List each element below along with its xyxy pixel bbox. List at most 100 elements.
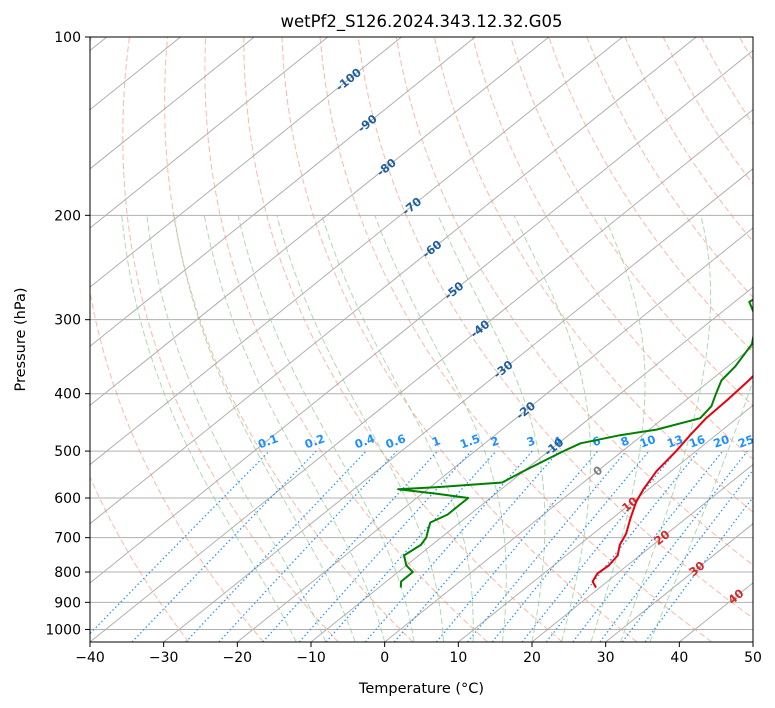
isotherm-label: -50 <box>441 279 466 303</box>
plot-frame <box>89 36 754 643</box>
mixing-ratio-line <box>467 450 627 642</box>
x-tick-label: 30 <box>597 650 615 666</box>
x-tick-label: −40 <box>75 650 105 666</box>
y-tick-label: 1000 <box>45 622 81 638</box>
isotherm-label: 30 <box>686 558 707 579</box>
mixing-ratio-line <box>644 496 753 642</box>
mixing-ratio-label: 0.4 <box>353 431 377 451</box>
mixing-ratio-line <box>491 450 650 642</box>
moist-adiabat <box>203 215 386 642</box>
y-tick-label: 400 <box>54 387 81 403</box>
dry-adiabat <box>90 37 264 642</box>
background-lines <box>90 37 753 642</box>
dry-adiabat <box>281 37 638 642</box>
dry-adiabat <box>738 37 753 62</box>
mixing-ratio-line <box>572 450 724 642</box>
isotherm-line <box>458 404 753 642</box>
y-axis-label: Pressure (hPa) <box>13 287 29 391</box>
chart-title: wetPf2_S126.2024.343.12.32.G05 <box>280 12 562 32</box>
x-tick-label: −20 <box>223 650 253 666</box>
moist-adiabat <box>173 215 356 642</box>
y-tick-label: 300 <box>54 313 81 329</box>
isotherm-label: 0 <box>590 463 605 479</box>
isotherm-line <box>90 37 402 288</box>
mixing-ratio-line <box>262 450 439 642</box>
x-tick-label: −30 <box>149 650 179 666</box>
mixing-ratio-line <box>545 450 699 642</box>
isotherm-line <box>605 523 753 642</box>
isotherm-line <box>90 37 329 229</box>
dry-adiabat <box>204 37 488 642</box>
mixing-ratio-label: 0.1 <box>256 431 280 451</box>
dry-adiabat <box>90 475 190 642</box>
dry-adiabat <box>510 37 753 407</box>
isotherm-line <box>90 49 753 584</box>
dry-adiabat <box>357 37 753 619</box>
mixing-ratio-label: 10 <box>638 432 658 451</box>
isotherm-line <box>679 582 753 642</box>
moist-adiabat <box>146 215 327 642</box>
isotherm-label: 40 <box>725 586 746 607</box>
moist-adiabat <box>121 215 297 642</box>
dry-adiabat <box>164 37 414 642</box>
dry-adiabat <box>472 37 753 460</box>
moist-adiabat <box>619 215 712 642</box>
isotherm-label: -40 <box>467 317 492 341</box>
axis-ticks: −40 −30 −20 −10 0 10 20 30 40 5010009008007006005… <box>45 30 762 666</box>
dry-adiabat <box>319 37 713 642</box>
mixing-ratio-line <box>185 450 367 642</box>
moist-adiabat <box>590 215 646 642</box>
moist-adiabat <box>237 215 415 642</box>
x-tick-label: 40 <box>670 650 688 666</box>
y-tick-label: 700 <box>54 531 81 547</box>
dry-adiabat <box>395 37 753 566</box>
mixing-ratio-line <box>621 469 753 642</box>
dry-adiabat <box>548 37 753 353</box>
y-tick-label: 100 <box>54 30 81 46</box>
moist-adiabat <box>374 215 507 642</box>
mixing-ratio-line <box>435 450 599 642</box>
mixing-ratio-label: 30 <box>757 432 775 451</box>
isotherm-label: 20 <box>651 527 672 548</box>
moist-adiabat <box>513 215 591 642</box>
y-tick-label: 200 <box>54 208 81 224</box>
isotherm-line <box>310 286 753 642</box>
x-tick-label: 20 <box>523 650 541 666</box>
mixing-ratio-label: 20 <box>711 432 731 451</box>
y-tick-label: 500 <box>54 444 81 460</box>
mixing-ratio-line <box>599 450 748 642</box>
isotherm-line <box>90 37 550 407</box>
moist-adiabat <box>437 215 546 642</box>
mixing-ratio-label: 16 <box>687 432 707 451</box>
isotherm-label: -80 <box>374 155 399 179</box>
isotherm-line <box>163 168 753 642</box>
y-tick-label: 900 <box>54 595 81 611</box>
x-tick-label: 0 <box>380 650 389 666</box>
mixing-ratio-line <box>325 450 497 642</box>
isotherm-line <box>90 37 623 466</box>
isotherm-line <box>752 641 753 642</box>
dewpoint-trace <box>397 298 753 588</box>
y-tick-label: 600 <box>54 491 81 507</box>
mixing-ratio-line <box>131 450 317 642</box>
mixing-ratio-label: 0.2 <box>303 431 327 451</box>
isotherm-label: -90 <box>355 112 380 136</box>
x-tick-label: 10 <box>449 650 467 666</box>
mixing-ratio-line <box>90 450 270 635</box>
mixing-ratio-label: 1 <box>430 433 442 449</box>
isotherm-line <box>531 463 753 642</box>
isopleth-labels: 0.10.20.40.611.52346810131620253036-100-… <box>256 65 775 607</box>
dry-adiabat <box>243 37 563 642</box>
isotherm-line <box>90 109 753 642</box>
x-axis-label: Temperature (°C) <box>358 681 484 697</box>
moist-adiabat <box>649 379 753 642</box>
isotherm-line <box>384 345 753 642</box>
dry-adiabat <box>586 37 753 299</box>
sounding-traces <box>397 298 753 589</box>
mixing-ratio-label: 25 <box>736 432 756 451</box>
mixing-ratio-label: 0.6 <box>384 431 408 451</box>
isotherm-label: -70 <box>399 194 424 218</box>
mixing-ratio-label: 13 <box>665 432 685 451</box>
mixing-ratio-line <box>218 450 398 642</box>
